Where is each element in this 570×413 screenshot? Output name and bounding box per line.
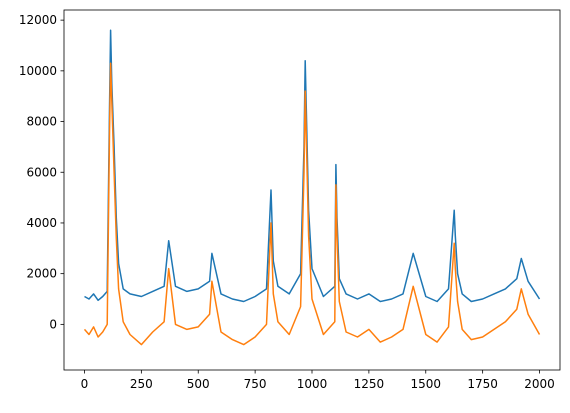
x-tick-label: 1250 [354, 377, 385, 391]
series-line-1 [84, 29, 541, 303]
y-tick-label: 8000 [26, 115, 57, 129]
y-tick-label: 10000 [19, 64, 57, 78]
series-line-2 [83, 62, 541, 346]
x-tick-label: 0 [81, 377, 89, 391]
x-tick-label: 2000 [524, 377, 555, 391]
y-tick-label: 6000 [26, 165, 57, 179]
axes-frame [63, 9, 561, 371]
x-tick-label: 500 [187, 377, 210, 391]
y-tick-label: 12000 [19, 13, 57, 27]
x-tick-label: 250 [130, 377, 153, 391]
x-tick-label: 750 [244, 377, 267, 391]
x-tick-label: 1500 [410, 377, 441, 391]
y-tick-label: 0 [49, 317, 57, 331]
plot-lines [83, 29, 541, 346]
x-tick-label: 1000 [297, 377, 328, 391]
x-tick-label: 1750 [467, 377, 498, 391]
y-axis: 0 2000 4000 6000 8000 10000 12000 [19, 13, 64, 331]
y-tick-label: 2000 [26, 267, 57, 281]
y-tick-label: 4000 [26, 216, 57, 230]
x-axis: 0 250 500 750 1000 1250 1500 1750 2000 [81, 370, 555, 391]
